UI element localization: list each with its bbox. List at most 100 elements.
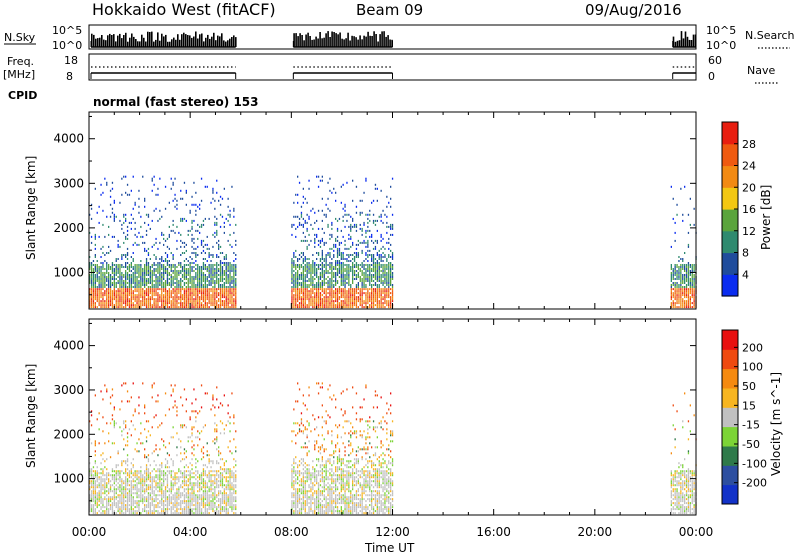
power-cell (374, 270, 377, 272)
power-cell (195, 304, 197, 307)
power-cell (338, 260, 341, 262)
power-cell (199, 270, 201, 272)
velocity-cell (98, 412, 100, 415)
power-cell (388, 286, 390, 288)
power-cell (126, 237, 129, 240)
power-cell (359, 292, 361, 295)
power-cell (378, 272, 380, 274)
power-cell (693, 266, 695, 268)
power-cell (123, 306, 125, 309)
power-cell (291, 286, 293, 288)
power-cell (218, 306, 220, 309)
power-cell (225, 256, 227, 258)
power-cell (170, 284, 172, 286)
power-cell (208, 280, 210, 282)
power-cell (388, 304, 390, 307)
power-cell (336, 304, 339, 307)
power-cell (355, 306, 358, 309)
power-cell (676, 266, 678, 268)
power-cell (104, 306, 106, 309)
power-cell (325, 215, 327, 218)
velocity-cell (125, 426, 127, 429)
power-cell (174, 264, 176, 266)
power-cell (199, 290, 201, 293)
velocity-cell (106, 504, 108, 507)
power-cell (361, 227, 363, 230)
power-cell (323, 288, 325, 291)
power-cell (346, 258, 348, 260)
power-cell (157, 284, 159, 286)
velocity-cell (185, 506, 187, 509)
power-cell (170, 177, 172, 180)
power-cell (297, 266, 299, 268)
power-cell (153, 274, 155, 276)
power-cell (352, 219, 354, 222)
velocity-cell (151, 386, 153, 389)
velocity-cell (106, 502, 108, 505)
power-cell (130, 296, 132, 299)
power-cell (374, 183, 377, 186)
velocity-cell (113, 488, 115, 491)
power-cell (376, 254, 378, 256)
velocity-cell (183, 488, 186, 491)
power-cell (327, 270, 329, 272)
velocity-cell (119, 480, 121, 483)
velocity-cell (178, 494, 180, 497)
power-cell (293, 260, 295, 262)
velocity-cell (128, 474, 131, 477)
velocity-cell (96, 418, 98, 421)
power-cell (325, 258, 327, 260)
power-cell (344, 203, 346, 206)
power-cell (335, 199, 337, 202)
power-cell (176, 247, 178, 250)
power-cell (157, 294, 159, 297)
power-cell (174, 270, 176, 272)
power-cell (92, 268, 95, 270)
power-cell (229, 215, 231, 218)
power-cell (130, 304, 132, 307)
power-cell (212, 268, 214, 270)
power-cell (365, 286, 367, 288)
power-cell (327, 280, 329, 282)
velocity-cell (142, 478, 144, 481)
power-cell (327, 181, 329, 184)
velocity-cell (111, 476, 114, 479)
power-cell (329, 252, 331, 254)
power-cell (367, 288, 369, 291)
power-cell (306, 247, 308, 250)
velocity-cell (90, 506, 93, 509)
power-cell (113, 292, 115, 295)
power-cell (374, 245, 377, 248)
velocity-cell (128, 500, 131, 503)
power-cell (191, 258, 193, 260)
power-cell (388, 256, 390, 258)
velocity-cell (144, 448, 146, 451)
power-cell (372, 199, 375, 202)
power-cell (323, 231, 325, 234)
power-cell (321, 254, 323, 256)
power-cell (295, 284, 297, 286)
power-cell (365, 268, 367, 270)
velocity-cell (117, 486, 119, 489)
power-cell (200, 280, 203, 282)
power-cell (197, 288, 199, 291)
power-cell (134, 266, 136, 268)
power-cell (687, 264, 690, 266)
power-cell (102, 284, 104, 286)
power-cell (126, 302, 129, 305)
power-cell (374, 247, 377, 250)
velocity-cell (126, 508, 129, 511)
power-cell (155, 237, 157, 240)
power-cell (96, 272, 98, 274)
power-cell (302, 304, 304, 307)
power-cell (218, 294, 220, 297)
velocity-cell (181, 500, 184, 503)
power-cell (693, 284, 695, 286)
y-tick-label: 1000 (53, 265, 84, 279)
power-cell (335, 272, 337, 274)
power-cell (125, 300, 127, 303)
power-cell (293, 286, 295, 288)
velocity-cell (136, 488, 138, 491)
power-cell (180, 284, 182, 286)
power-cell (329, 286, 331, 288)
